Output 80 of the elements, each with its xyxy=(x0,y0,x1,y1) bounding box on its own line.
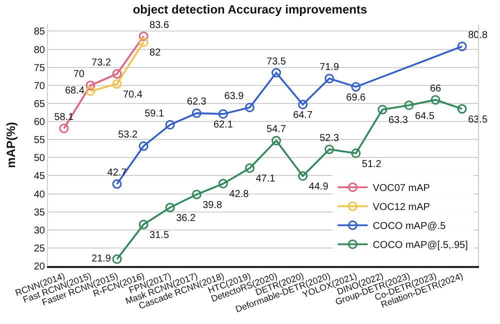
y-axis-title: mAP(%) xyxy=(4,122,18,168)
legend-label: VOC12 mAP xyxy=(372,202,430,214)
point xyxy=(298,171,308,181)
data-label: 31.5 xyxy=(150,230,170,241)
data-label: 53.2 xyxy=(118,130,138,141)
data-label: 47.1 xyxy=(256,174,276,185)
y-tick-label: 75 xyxy=(34,62,46,74)
chart-title: object detection Accuracy improvements xyxy=(132,2,368,16)
point xyxy=(457,104,467,114)
point xyxy=(192,108,202,118)
data-label: 68.4 xyxy=(65,86,85,97)
point xyxy=(86,80,96,90)
point xyxy=(457,42,467,52)
y-tick-label: 85 xyxy=(34,26,46,38)
data-label: 70 xyxy=(73,68,85,80)
data-label: 39.8 xyxy=(202,200,223,211)
point xyxy=(272,136,282,146)
data-label: 69.6 xyxy=(346,92,366,104)
data-label: 21.9 xyxy=(92,254,112,265)
point xyxy=(244,163,254,173)
data-label: 63.3 xyxy=(388,115,408,126)
point xyxy=(378,104,388,114)
point xyxy=(324,144,334,154)
point xyxy=(192,190,202,200)
legend-label: COCO mAP@.5 xyxy=(372,221,446,232)
data-label: 66 xyxy=(430,83,442,94)
data-label: 36.2 xyxy=(176,212,196,224)
y-tick-label: 40 xyxy=(34,189,46,200)
y-tick-label: 30 xyxy=(34,225,46,236)
y-tick-label: 60 xyxy=(34,117,46,128)
point xyxy=(112,69,122,79)
data-label: 64.5 xyxy=(414,110,435,122)
point xyxy=(112,254,122,264)
point xyxy=(351,82,361,92)
y-tick-label: 65 xyxy=(34,98,46,110)
data-label: 42.8 xyxy=(229,189,250,200)
legend-label: VOC07 mAP xyxy=(372,183,430,194)
y-tick-label: 25 xyxy=(34,243,46,254)
data-label: 83.6 xyxy=(150,20,170,31)
y-tick-label: 55 xyxy=(34,135,46,146)
point xyxy=(138,37,148,47)
point xyxy=(324,74,334,84)
data-label: 63.9 xyxy=(224,90,244,102)
point xyxy=(59,124,69,134)
data-label: 64.7 xyxy=(293,110,313,122)
y-tick-label: 45 xyxy=(34,171,46,182)
y-tick-label: 35 xyxy=(34,207,46,218)
point xyxy=(218,178,228,188)
point xyxy=(272,68,282,78)
point xyxy=(112,79,122,89)
point xyxy=(218,109,228,119)
point xyxy=(86,86,96,96)
data-label: 62.1 xyxy=(213,119,234,130)
data-label: 52.3 xyxy=(320,132,340,144)
data-label: 44.9 xyxy=(308,182,329,193)
point xyxy=(430,95,440,105)
y-tick-label: 80 xyxy=(34,44,46,56)
data-label: 51.2 xyxy=(362,158,382,170)
point xyxy=(138,220,148,230)
point xyxy=(112,179,122,189)
point xyxy=(351,148,361,158)
data-label: 71.9 xyxy=(320,62,340,74)
data-label: 54.7 xyxy=(266,124,286,136)
point xyxy=(244,102,254,112)
data-label: 82 xyxy=(150,48,162,59)
point xyxy=(165,202,175,212)
data-label: 73.5 xyxy=(266,56,286,68)
legend-label: COCO mAP@[.5,.95] xyxy=(372,240,468,252)
y-tick-label: 50 xyxy=(34,153,46,164)
point xyxy=(298,100,308,110)
data-label: 70.4 xyxy=(123,89,143,100)
data-label: 73.2 xyxy=(92,57,112,68)
data-label: 62.3 xyxy=(186,96,207,108)
point xyxy=(165,120,175,130)
y-tick-label: 20 xyxy=(34,262,46,272)
point xyxy=(138,32,148,42)
point xyxy=(404,100,414,110)
data-label: 59.1 xyxy=(144,108,165,120)
point xyxy=(138,141,148,151)
y-tick-label: 70 xyxy=(34,80,46,92)
